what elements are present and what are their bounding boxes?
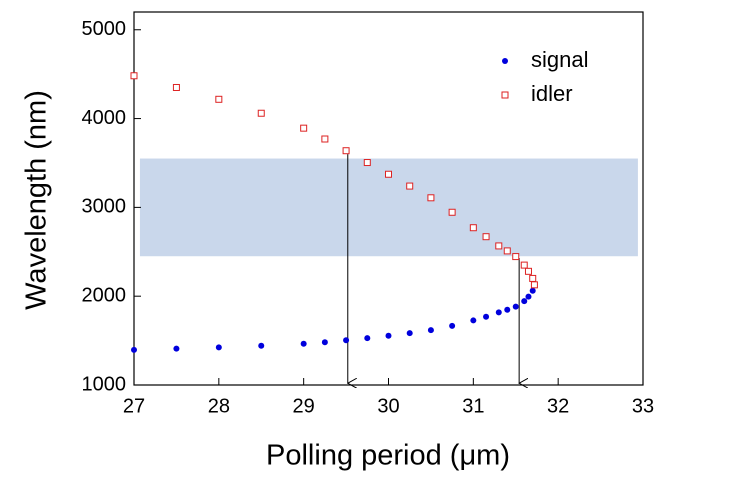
x-tick-label: 30 — [377, 395, 399, 417]
point — [495, 242, 503, 250]
point — [427, 327, 434, 334]
point — [529, 274, 537, 282]
point — [131, 346, 137, 353]
point — [503, 247, 511, 255]
point — [520, 261, 528, 269]
point — [258, 342, 265, 349]
point — [173, 345, 180, 352]
point — [215, 344, 222, 351]
point — [469, 224, 477, 232]
point — [363, 159, 371, 167]
point — [448, 208, 456, 216]
point — [257, 109, 265, 117]
point — [470, 317, 477, 324]
legend-label: signal — [531, 47, 588, 72]
point — [482, 233, 490, 241]
x-tick-label: 29 — [293, 395, 315, 417]
point — [300, 124, 308, 132]
point — [512, 303, 519, 310]
point — [321, 339, 328, 346]
point — [172, 83, 180, 91]
x-tick-label: 28 — [208, 395, 230, 417]
point — [427, 194, 435, 202]
point — [130, 72, 138, 80]
point — [524, 267, 532, 275]
point — [483, 313, 490, 320]
legend-marker — [501, 91, 509, 99]
point — [521, 298, 528, 305]
legend-marker — [502, 58, 508, 64]
point — [525, 293, 532, 300]
point — [342, 147, 350, 155]
y-tick-label: 3000 — [82, 196, 127, 218]
y-tick-label: 2000 — [82, 284, 127, 306]
point — [364, 335, 371, 342]
point — [385, 332, 392, 339]
y-axis-title: Wavelength (nm) — [21, 90, 53, 310]
y-tick-label: 1000 — [82, 373, 127, 395]
point — [300, 340, 307, 347]
point — [343, 337, 350, 344]
point — [530, 281, 538, 289]
point — [385, 170, 392, 178]
point — [321, 135, 329, 143]
x-axis-title: Polling period (μm) — [266, 440, 510, 472]
point — [495, 309, 502, 316]
y-tick-label: 5000 — [82, 18, 127, 40]
point — [406, 330, 413, 337]
point — [529, 287, 536, 294]
x-tick-label: 27 — [123, 395, 145, 417]
x-tick-label: 31 — [462, 395, 484, 417]
point — [406, 182, 414, 190]
point — [215, 95, 223, 103]
x-tick-label: 33 — [632, 395, 654, 417]
x-tick-label: 32 — [547, 395, 569, 417]
point — [512, 253, 520, 261]
y-tick-label: 4000 — [82, 107, 127, 129]
legend-label: idler — [531, 81, 573, 106]
point — [449, 322, 456, 329]
point — [504, 306, 511, 313]
